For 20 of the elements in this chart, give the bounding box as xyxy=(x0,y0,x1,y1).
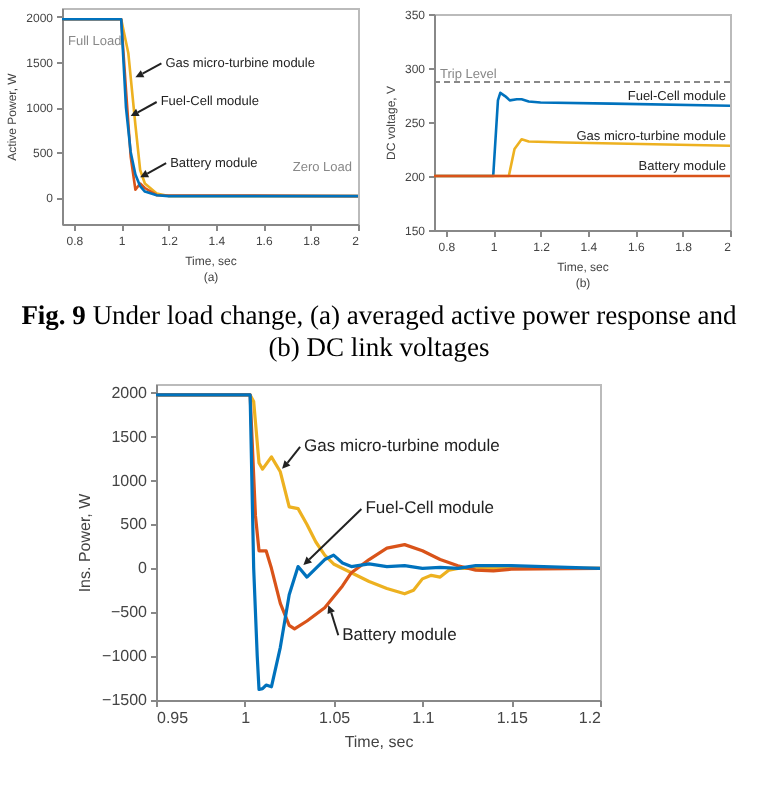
y-tick-label: 1000 xyxy=(111,471,149,490)
y-tick-label: −1000 xyxy=(102,647,149,666)
x-tick-label: 0.95 xyxy=(157,709,190,727)
y-axis-title: Ins. Power, W xyxy=(76,492,95,593)
x-axis-title: Time, sec xyxy=(344,733,414,751)
y-tick-label: −500 xyxy=(110,603,149,622)
annotation: Fuel-Cell module xyxy=(365,497,495,518)
y-tick-label: 500 xyxy=(120,515,149,534)
x-tick-label: 1 xyxy=(241,709,252,727)
y-tick-label: 0 xyxy=(138,559,149,578)
x-tick-label: 1.2 xyxy=(578,709,603,727)
annotation: Battery module xyxy=(342,623,458,644)
y-tick-label: 2000 xyxy=(111,383,149,402)
annotation: Gas micro-turbine module xyxy=(304,435,501,456)
x-tick-label: 1.05 xyxy=(319,709,352,727)
x-tick-label: 1.15 xyxy=(496,709,529,727)
y-tick-label: −1500 xyxy=(102,691,149,709)
y-tick-label: 1500 xyxy=(111,427,149,446)
caption: Fig. 9 Under load change, (a) averaged active power response and (b) DC link voltages xyxy=(19,300,739,364)
x-tick-label: 1.1 xyxy=(412,709,436,727)
